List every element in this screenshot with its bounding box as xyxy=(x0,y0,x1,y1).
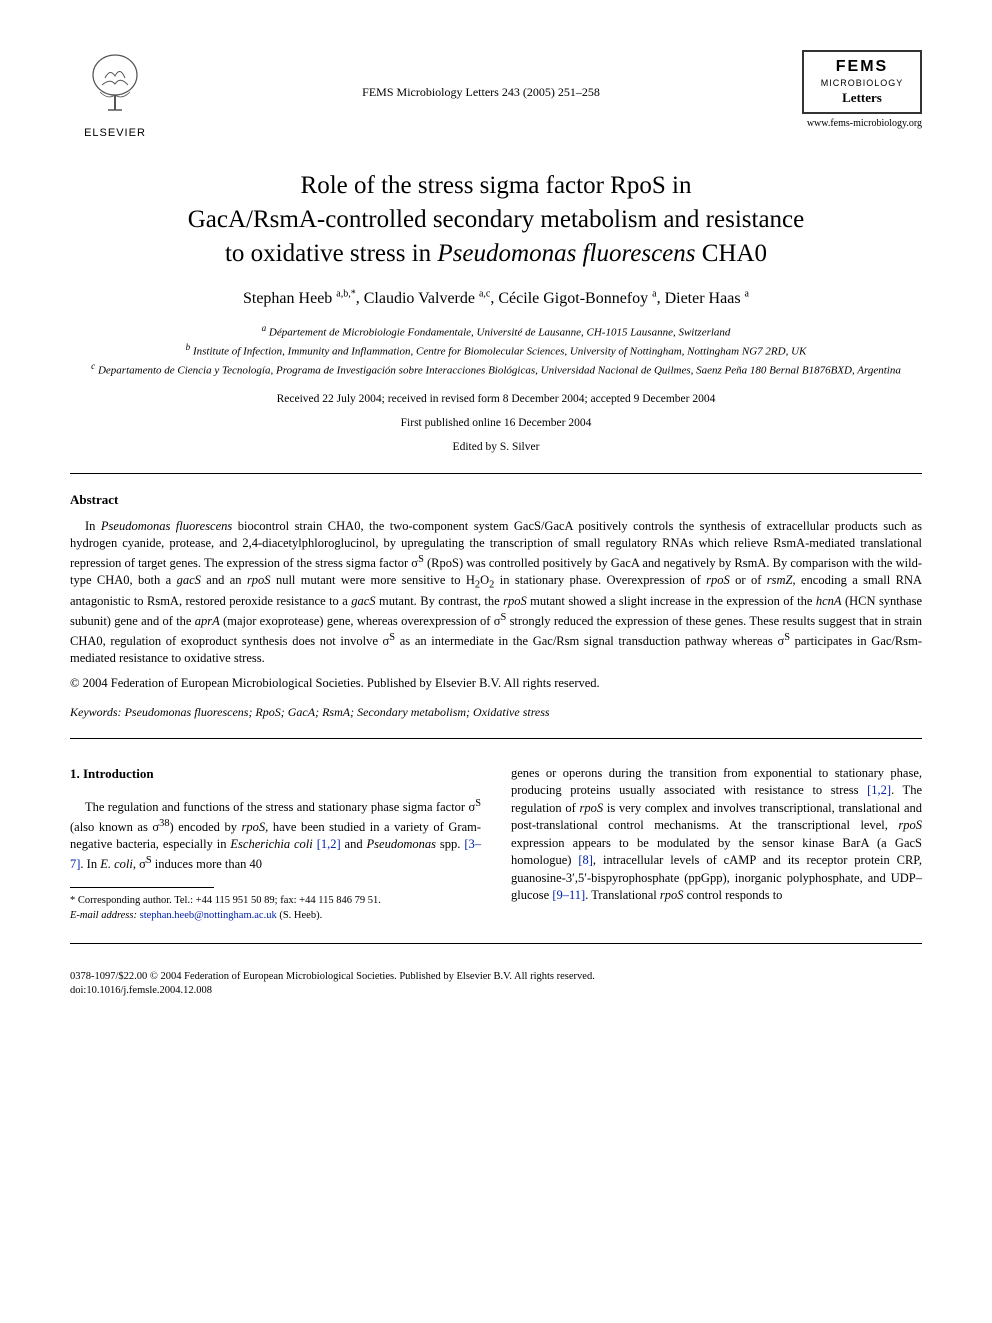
elsevier-tree-icon xyxy=(80,50,150,120)
affiliation-a: a Département de Microbiologie Fondament… xyxy=(70,322,922,341)
author-4: Dieter Haas a xyxy=(665,290,749,307)
abstract-copyright: © 2004 Federation of European Microbiolo… xyxy=(70,676,922,691)
intro-heading: 1. Introduction xyxy=(70,765,481,783)
email-label: E-mail address: xyxy=(70,910,137,921)
keywords-text: Pseudomonas fluorescens; RpoS; GacA; Rsm… xyxy=(125,705,550,719)
elsevier-logo: ELSEVIER xyxy=(70,50,160,139)
page-header: ELSEVIER FEMS Microbiology Letters 243 (… xyxy=(70,50,922,139)
authors: Stephan Heeb a,b,*, Claudio Valverde a,c… xyxy=(70,288,922,307)
rule-above-footer xyxy=(70,943,922,944)
affiliations: a Département de Microbiologie Fondament… xyxy=(70,322,922,379)
paper-title: Role of the stress sigma factor RpoS in … xyxy=(110,169,882,270)
rule-below-keywords xyxy=(70,738,922,739)
elsevier-label: ELSEVIER xyxy=(70,127,160,139)
footer-doi: doi:10.1016/j.femsle.2004.12.008 xyxy=(70,984,922,998)
title-line-3: to oxidative stress in Pseudomonas fluor… xyxy=(225,240,767,267)
fems-url: www.fems-microbiology.org xyxy=(802,118,922,129)
body-columns: 1. Introduction The regulation and funct… xyxy=(70,765,922,923)
page-footer: 0378-1097/$22.00 © 2004 Federation of Eu… xyxy=(70,970,922,998)
fems-title: FEMS xyxy=(808,58,916,76)
corresponding-email[interactable]: stephan.heeb@nottingham.ac.uk xyxy=(140,910,277,921)
footer-copyright: 0378-1097/$22.00 © 2004 Federation of Eu… xyxy=(70,970,922,984)
email-tail: (S. Heeb). xyxy=(279,910,322,921)
affiliation-c: c Departamento de Ciencia y Tecnología, … xyxy=(70,360,922,379)
right-column: genes or operons during the transition f… xyxy=(511,765,922,923)
title-line-1: Role of the stress sigma factor RpoS in xyxy=(301,172,692,199)
rule-above-abstract xyxy=(70,473,922,474)
email-line: E-mail address: stephan.heeb@nottingham.… xyxy=(70,909,481,923)
abstract-body: In Pseudomonas fluorescens biocontrol st… xyxy=(70,518,922,668)
received-dates: Received 22 July 2004; received in revis… xyxy=(70,393,922,405)
footnote-separator xyxy=(70,887,214,888)
fems-logo-box: FEMS MICROBIOLOGY Letters xyxy=(802,50,922,114)
affiliation-b: b Institute of Infection, Immunity and I… xyxy=(70,341,922,360)
author-1: Stephan Heeb a,b,* xyxy=(243,290,356,307)
published-online: First published online 16 December 2004 xyxy=(70,417,922,429)
left-column: 1. Introduction The regulation and funct… xyxy=(70,765,481,923)
fems-letters: Letters xyxy=(808,90,916,106)
keywords: Keywords: Pseudomonas fluorescens; RpoS;… xyxy=(70,705,922,720)
title-line-2: GacA/RsmA-controlled secondary metabolis… xyxy=(188,206,804,233)
abstract-heading: Abstract xyxy=(70,492,922,508)
corresponding-text: * Corresponding author. Tel.: +44 115 95… xyxy=(70,894,481,908)
abstract-section: Abstract In Pseudomonas fluorescens bioc… xyxy=(70,492,922,691)
fems-logo: FEMS MICROBIOLOGY Letters www.fems-micro… xyxy=(802,50,922,129)
intro-left-para: The regulation and functions of the stre… xyxy=(70,797,481,873)
corresponding-footnote: * Corresponding author. Tel.: +44 115 95… xyxy=(70,894,481,922)
fems-subtitle: MICROBIOLOGY xyxy=(808,78,916,88)
intro-right-para: genes or operons during the transition f… xyxy=(511,765,922,905)
editor-line: Edited by S. Silver xyxy=(70,441,922,453)
author-3: Cécile Gigot-Bonnefoy a xyxy=(498,290,656,307)
keywords-label: Keywords: xyxy=(70,705,122,719)
author-2: Claudio Valverde a,c xyxy=(364,290,491,307)
journal-citation: FEMS Microbiology Letters 243 (2005) 251… xyxy=(160,50,802,100)
